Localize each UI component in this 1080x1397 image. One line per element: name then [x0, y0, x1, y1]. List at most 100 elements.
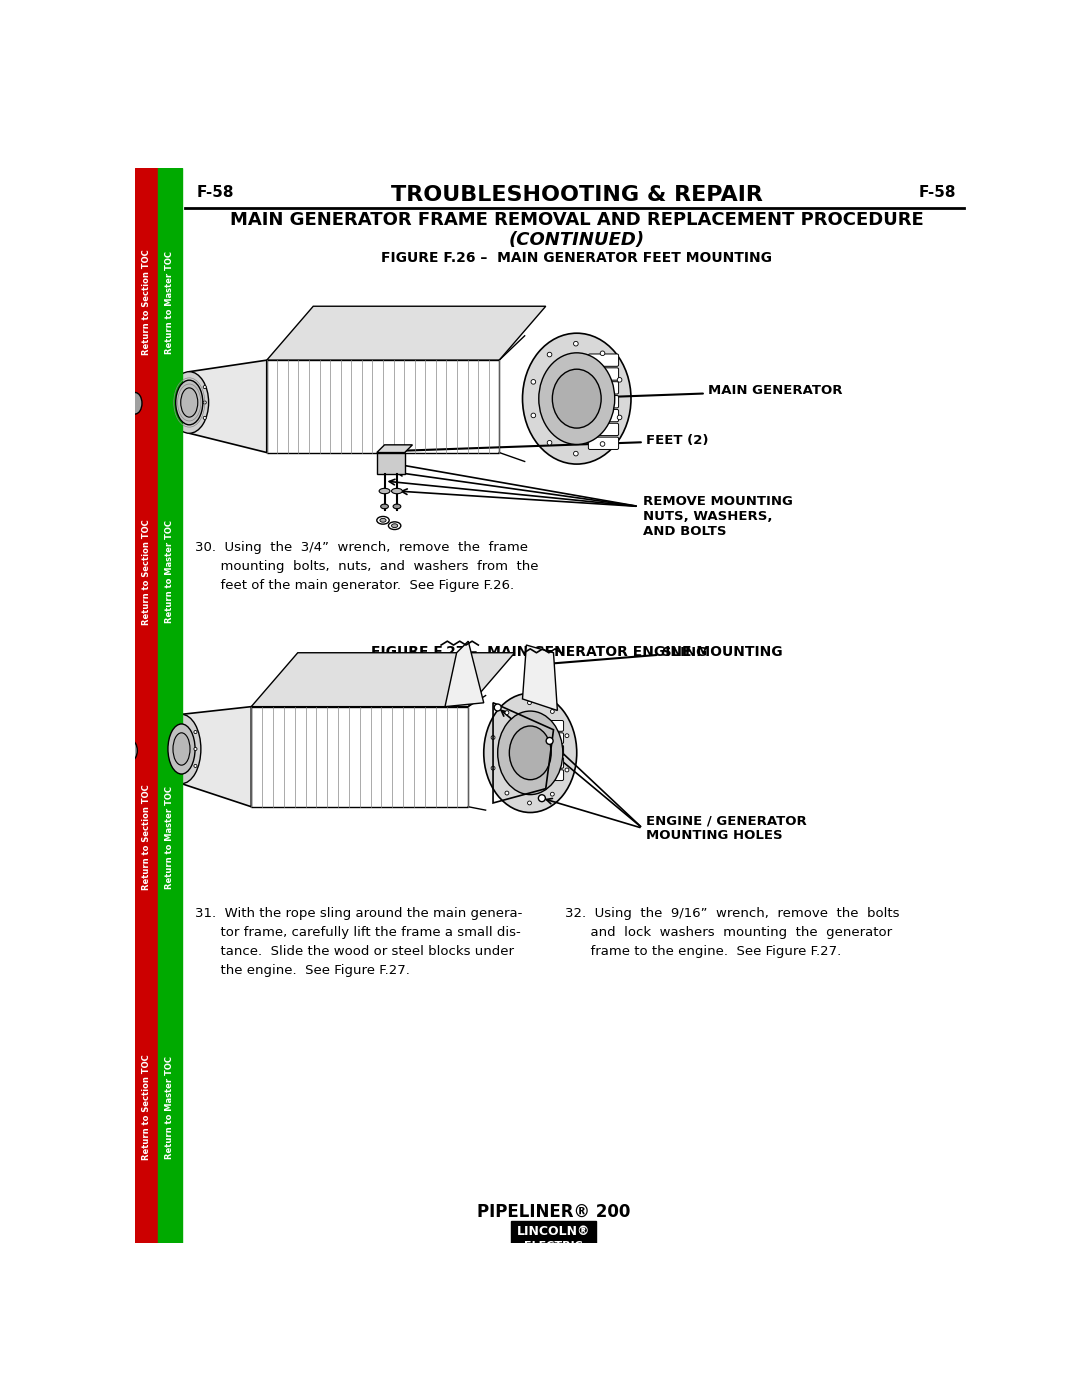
- Ellipse shape: [531, 414, 536, 418]
- Text: FIGURE F.27 –  MAIN GENERATOR ENGINE MOUNTING: FIGURE F.27 – MAIN GENERATOR ENGINE MOUN…: [370, 645, 783, 659]
- Text: Return to Section TOC: Return to Section TOC: [143, 520, 151, 624]
- Polygon shape: [377, 444, 413, 453]
- Ellipse shape: [523, 334, 631, 464]
- Polygon shape: [252, 652, 515, 707]
- Ellipse shape: [551, 710, 554, 714]
- Text: Return to Master TOC: Return to Master TOC: [165, 521, 174, 623]
- Ellipse shape: [527, 800, 531, 805]
- Text: Return to Section TOC: Return to Section TOC: [143, 1055, 151, 1160]
- FancyBboxPatch shape: [589, 367, 619, 380]
- FancyBboxPatch shape: [589, 381, 619, 394]
- Ellipse shape: [379, 489, 390, 493]
- FancyBboxPatch shape: [539, 770, 564, 781]
- Ellipse shape: [170, 372, 208, 433]
- Ellipse shape: [565, 768, 569, 773]
- Ellipse shape: [539, 795, 545, 802]
- Ellipse shape: [498, 711, 563, 795]
- Ellipse shape: [389, 522, 401, 529]
- Ellipse shape: [548, 440, 552, 446]
- Ellipse shape: [392, 524, 397, 528]
- Ellipse shape: [552, 369, 602, 427]
- Polygon shape: [181, 707, 252, 806]
- Text: F-58: F-58: [919, 184, 957, 200]
- Ellipse shape: [546, 738, 553, 745]
- Ellipse shape: [548, 352, 552, 356]
- Ellipse shape: [531, 380, 536, 384]
- Ellipse shape: [551, 792, 554, 796]
- FancyBboxPatch shape: [589, 423, 619, 436]
- Text: SLING: SLING: [546, 647, 707, 666]
- Ellipse shape: [484, 693, 577, 813]
- Ellipse shape: [167, 724, 195, 774]
- Ellipse shape: [129, 393, 141, 414]
- Ellipse shape: [618, 377, 622, 383]
- Text: FIGURE F.26 –  MAIN GENERATOR FEET MOUNTING: FIGURE F.26 – MAIN GENERATOR FEET MOUNTI…: [381, 251, 772, 265]
- Bar: [131, 740, 183, 760]
- Ellipse shape: [377, 517, 389, 524]
- Bar: [511, 1221, 596, 1250]
- Text: 32.  Using  the  9/16”  wrench,  remove  the  bolts
      and  lock  washers  mo: 32. Using the 9/16” wrench, remove the b…: [565, 907, 900, 958]
- FancyBboxPatch shape: [539, 721, 564, 731]
- Text: (CONTINUED): (CONTINUED): [509, 231, 645, 249]
- Ellipse shape: [505, 711, 509, 714]
- Text: REMOVE MOUNTING
NUTS, WASHERS,
AND BOLTS: REMOVE MOUNTING NUTS, WASHERS, AND BOLTS: [643, 495, 793, 538]
- Ellipse shape: [505, 791, 509, 795]
- Polygon shape: [267, 360, 499, 453]
- Ellipse shape: [194, 764, 197, 767]
- Ellipse shape: [180, 388, 198, 418]
- Text: Return to Master TOC: Return to Master TOC: [165, 1056, 174, 1158]
- Bar: [135, 168, 159, 1243]
- Polygon shape: [377, 453, 405, 474]
- Polygon shape: [445, 641, 484, 707]
- Text: ENGINE / GENERATOR
MOUNTING HOLES: ENGINE / GENERATOR MOUNTING HOLES: [647, 814, 807, 842]
- Ellipse shape: [176, 380, 203, 425]
- Text: FEET (2): FEET (2): [400, 434, 708, 453]
- Bar: [135, 393, 191, 414]
- Text: Return to Master TOC: Return to Master TOC: [165, 251, 174, 353]
- Ellipse shape: [194, 747, 197, 750]
- Polygon shape: [189, 360, 267, 453]
- Ellipse shape: [565, 733, 569, 738]
- Polygon shape: [267, 306, 545, 360]
- Ellipse shape: [380, 504, 389, 509]
- Ellipse shape: [380, 518, 387, 522]
- Text: MAIN GENERATOR FRAME REMOVAL AND REPLACEMENT PROCEDURE: MAIN GENERATOR FRAME REMOVAL AND REPLACE…: [230, 211, 923, 229]
- Text: Return to Section TOC: Return to Section TOC: [143, 785, 151, 890]
- Text: Return to Section TOC: Return to Section TOC: [143, 250, 151, 355]
- Ellipse shape: [491, 736, 495, 739]
- Ellipse shape: [600, 441, 605, 446]
- Ellipse shape: [491, 766, 495, 770]
- FancyBboxPatch shape: [539, 733, 564, 743]
- Text: PIPELINER® 200: PIPELINER® 200: [476, 1203, 631, 1221]
- FancyBboxPatch shape: [539, 745, 564, 756]
- FancyBboxPatch shape: [589, 395, 619, 408]
- Ellipse shape: [125, 740, 137, 760]
- Text: MAIN GENERATOR: MAIN GENERATOR: [566, 384, 843, 401]
- Bar: [159, 168, 181, 1243]
- Ellipse shape: [203, 416, 206, 419]
- Ellipse shape: [510, 726, 551, 780]
- Ellipse shape: [618, 415, 622, 419]
- Ellipse shape: [573, 451, 578, 455]
- Ellipse shape: [527, 701, 531, 704]
- Ellipse shape: [600, 351, 605, 356]
- Ellipse shape: [203, 401, 206, 404]
- Ellipse shape: [495, 704, 501, 711]
- Ellipse shape: [539, 353, 615, 444]
- Text: Return to Master TOC: Return to Master TOC: [165, 787, 174, 888]
- FancyBboxPatch shape: [589, 409, 619, 422]
- Text: 31.  With the rope sling around the main genera-
      tor frame, carefully lift: 31. With the rope sling around the main …: [195, 907, 523, 977]
- Bar: [512, 1222, 595, 1236]
- Polygon shape: [523, 645, 557, 711]
- Ellipse shape: [162, 714, 201, 784]
- Text: TROUBLESHOOTING & REPAIR: TROUBLESHOOTING & REPAIR: [391, 184, 762, 204]
- Ellipse shape: [393, 504, 401, 509]
- Ellipse shape: [173, 733, 190, 766]
- Ellipse shape: [573, 341, 578, 346]
- Ellipse shape: [194, 731, 197, 733]
- Text: 30.  Using  the  3/4”  wrench,  remove  the  frame
      mounting  bolts,  nuts,: 30. Using the 3/4” wrench, remove the fr…: [195, 541, 539, 592]
- Polygon shape: [252, 707, 469, 806]
- Ellipse shape: [392, 489, 403, 493]
- Text: LINCOLN®: LINCOLN®: [516, 1225, 591, 1238]
- FancyBboxPatch shape: [589, 353, 619, 366]
